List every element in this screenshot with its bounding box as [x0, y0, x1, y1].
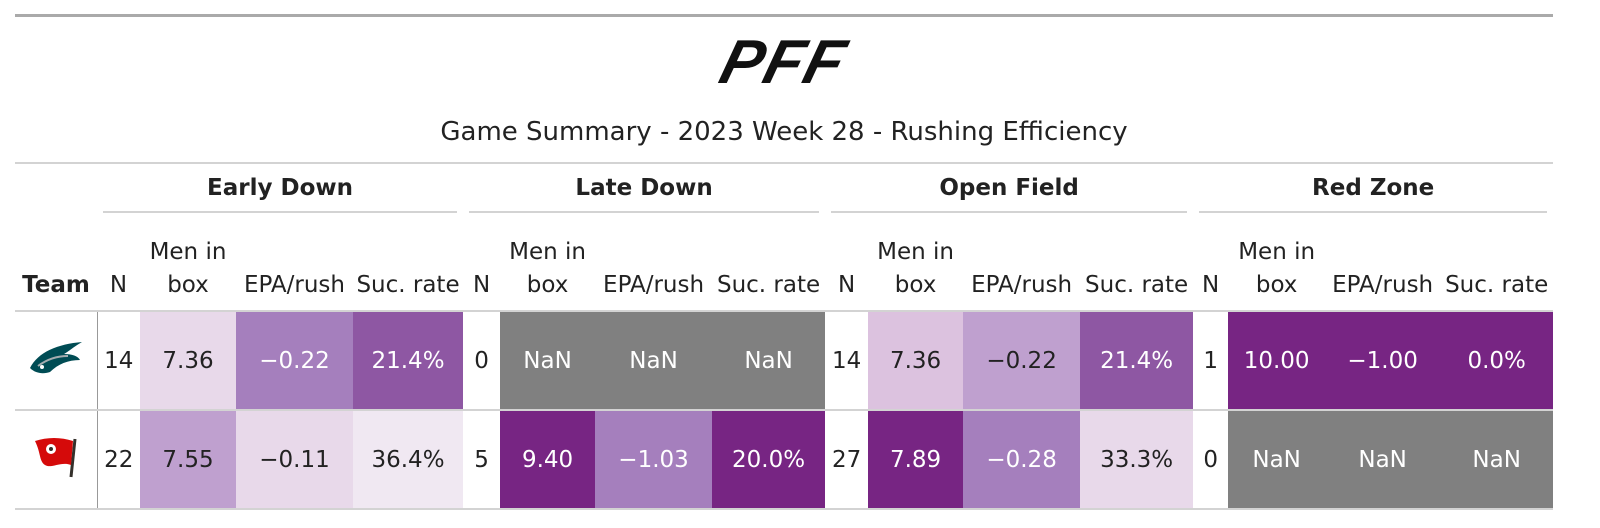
cell: 0 [1193, 410, 1229, 510]
cell: −0.28 [963, 410, 1081, 510]
cell: −1.03 [595, 410, 713, 510]
column-header: EPA/rush [963, 216, 1081, 312]
table: Early Down Late Down Open Field Red Zone Te… [15, 164, 1554, 510]
group-header: Open Field [825, 164, 1193, 216]
cell: 36.4% [353, 410, 464, 510]
cell: 10.00 [1228, 311, 1326, 411]
group-label: Late Down [469, 167, 820, 213]
cell: 33.3% [1080, 410, 1194, 510]
group-header: Red Zone [1193, 164, 1553, 216]
cell: NaN [595, 311, 713, 411]
column-header: Suc. rate [1440, 216, 1554, 312]
cell: 5 [463, 410, 501, 510]
logo: PFF [713, 28, 855, 97]
cell: 27 [825, 410, 869, 510]
cell: 7.36 [868, 311, 964, 411]
cell: 20.0% [712, 410, 826, 510]
column-header: Suc. rate [1080, 216, 1194, 312]
column-header: N [1193, 216, 1229, 312]
column-header: N [825, 216, 869, 312]
group-header: Early Down [97, 164, 463, 216]
column-header: Men in box [500, 216, 596, 312]
group-label: Red Zone [1199, 167, 1548, 213]
column-header: Suc. rate [353, 216, 464, 312]
cell: −0.22 [236, 311, 353, 411]
group-label: Open Field [831, 167, 1188, 213]
column-header: Men in box [140, 216, 236, 312]
column-header: N [97, 216, 140, 312]
cell: 14 [825, 311, 869, 411]
team-logo [15, 410, 98, 510]
cell: 0.0% [1440, 311, 1554, 411]
cell: 21.4% [1080, 311, 1194, 411]
team-logo [15, 311, 98, 411]
cell: 1 [1193, 311, 1229, 411]
cell: −1.00 [1325, 311, 1441, 411]
column-header: EPA/rush [595, 216, 713, 312]
cell: NaN [1228, 410, 1326, 510]
cell: NaN [500, 311, 596, 411]
group-header: Late Down [463, 164, 825, 216]
cell: NaN [1440, 410, 1554, 510]
cell: 22 [97, 410, 140, 510]
blank [15, 164, 97, 216]
cell: 14 [97, 311, 140, 411]
cell: NaN [1325, 410, 1441, 510]
cell: −0.11 [236, 410, 353, 510]
column-header: N [463, 216, 501, 312]
cell: 21.4% [353, 311, 464, 411]
column-header: Men in box [868, 216, 964, 312]
cell: NaN [712, 311, 826, 411]
row: 22 7.55 −0.11 36.4% 5 9.40 −1.03 20.0% 27 7.89 −0.… [15, 410, 1554, 510]
cell: 7.55 [140, 410, 236, 510]
team-header: Team [15, 216, 97, 312]
column-header: EPA/rush [1325, 216, 1441, 312]
column-header: Men in box [1228, 216, 1326, 312]
cell: 0 [463, 311, 501, 411]
column-header: Suc. rate [712, 216, 826, 312]
title: Game Summary - 2023 Week 28 - Rushing Ef… [15, 107, 1553, 164]
cell: 7.36 [140, 311, 236, 411]
row: 14 7.36 −0.22 21.4% 0 NaN NaN NaN 14 7.36 −0.22 21.… [15, 311, 1554, 411]
group-label: Early Down [103, 167, 458, 213]
cell: −0.22 [963, 311, 1081, 411]
cell: 7.89 [868, 410, 964, 510]
cell: 9.40 [500, 410, 596, 510]
page: PFF Game Summary - 2023 Week 28 - Rushin… [15, 14, 1554, 510]
column-header: EPA/rush [236, 216, 353, 312]
